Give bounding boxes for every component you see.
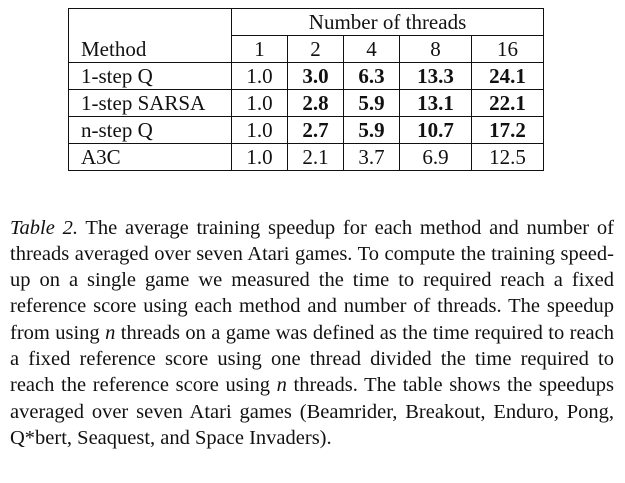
speedup-table-container: Number of threads Method 1 2 4 8 16 1-st… [68,8,545,171]
caption-text: threads on a game was defined as the tim… [10,321,614,397]
method-cell: n-step Q [68,116,232,144]
speedup-cell: 1.0 [231,89,288,117]
table-caption: Table 2. The average training speedup fo… [10,215,614,452]
caption-variable-n: n [105,321,116,344]
caption-text: threads. The table shows the speedups av… [10,374,614,449]
speedup-cell: 17.2 [470,116,545,144]
method-column-header: Method [68,35,232,63]
speedup-cell: 6.9 [399,143,472,171]
method-cell: A3C [68,143,232,171]
speedup-cell: 1.0 [231,62,288,90]
speedup-cell: 2.7 [287,116,344,144]
table-header-row-group: Number of threads [68,8,545,36]
table-header-row: Method 1 2 4 8 16 [68,35,545,63]
threads-group-header: Number of threads [230,8,545,36]
caption-label: Table 2. [10,216,78,239]
speedup-cell: 3.0 [287,62,344,90]
speedup-cell: 10.7 [399,116,472,144]
speedup-table: Number of threads Method 1 2 4 8 16 1-st… [68,8,545,171]
speedup-cell: 22.1 [470,89,545,117]
threads-column-header: 2 [287,35,344,63]
speedup-cell: 1.0 [231,116,288,144]
speedup-cell: 12.5 [470,143,545,171]
caption-text: The average training speedup for each me… [10,216,614,344]
threads-column-header: 4 [343,35,400,63]
threads-column-header: 1 [231,35,288,63]
table-row: 1-step Q 1.0 3.0 6.3 13.3 24.1 [68,62,545,90]
speedup-cell: 1.0 [231,143,288,171]
speedup-cell: 13.3 [399,62,472,90]
threads-column-header: 8 [399,35,472,63]
speedup-cell: 24.1 [470,62,545,90]
table-row: n-step Q 1.0 2.7 5.9 10.7 17.2 [68,116,545,144]
threads-column-header: 16 [470,35,545,63]
speedup-cell: 2.8 [287,89,344,117]
caption-variable-n: n [276,374,287,397]
method-cell: 1-step Q [68,62,232,90]
table-row: A3C 1.0 2.1 3.7 6.9 12.5 [68,143,545,171]
speedup-cell: 6.3 [343,62,400,90]
speedup-cell: 13.1 [399,89,472,117]
table-row: 1-step SARSA 1.0 2.8 5.9 13.1 22.1 [68,89,545,117]
speedup-cell: 2.1 [287,143,344,171]
speedup-cell: 5.9 [343,89,400,117]
empty-header-cell [68,8,232,36]
method-cell: 1-step SARSA [68,89,232,117]
speedup-cell: 5.9 [343,116,400,144]
speedup-cell: 3.7 [343,143,400,171]
